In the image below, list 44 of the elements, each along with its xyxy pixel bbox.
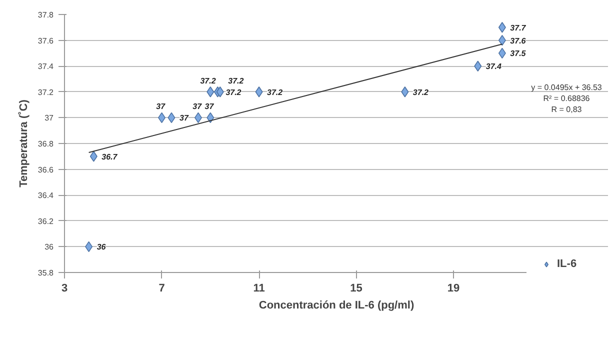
point <box>498 22 506 33</box>
x-tick-label: 15 <box>350 282 362 294</box>
x-tick-label: 19 <box>447 282 460 294</box>
x-axis-title: Concentración de IL-6 (pg/ml) <box>258 300 414 312</box>
y-tick-label: 37.8 <box>38 10 54 20</box>
data-label: 37 <box>192 102 202 112</box>
y-tick-label: 36.4 <box>38 191 54 200</box>
data-label: 37.5 <box>510 49 526 58</box>
y-tick-label: 35.8 <box>38 268 54 278</box>
legend-label: IL-6 <box>557 258 577 270</box>
point <box>474 60 482 72</box>
point <box>255 86 263 98</box>
point <box>90 151 98 162</box>
data-label: 37 <box>179 114 189 123</box>
y-tick-label: 37.2 <box>38 88 54 97</box>
data-label: 37.2 <box>412 88 430 97</box>
data-label: 37.2 <box>267 88 284 97</box>
data-label: 37.2 <box>226 88 242 97</box>
data-label: 37.4 <box>486 62 502 72</box>
point <box>206 86 214 98</box>
data-label: 37.6 <box>510 36 526 46</box>
y-tick-label: 36 <box>44 242 54 252</box>
y-tick-label: 36.6 <box>38 165 54 174</box>
y-tick-label: 36.2 <box>38 216 54 226</box>
text: R² = 0.68836 <box>543 94 590 103</box>
x-tick-label: 7 <box>158 282 165 294</box>
data-label: 37.7 <box>510 23 526 32</box>
y-tick-label: 37.6 <box>38 36 54 46</box>
point <box>216 86 224 98</box>
y-tick-label: 36.8 <box>38 140 54 148</box>
x-tick-label: 3 <box>61 282 68 294</box>
data-label: 36.7 <box>102 152 118 162</box>
point <box>401 86 409 98</box>
y-axis-title: Temperatura (˚C) <box>18 99 30 188</box>
x-tick-label: 11 <box>253 282 265 294</box>
data-label: 37.2 <box>228 76 244 86</box>
text: R = 0,83 <box>551 105 582 114</box>
data-label: 37.2 <box>200 76 216 86</box>
y-tick-label: 37.4 <box>38 62 54 72</box>
text: y = 0.0495x + 36.53 <box>531 83 602 92</box>
y-tick-label: 37 <box>44 114 54 123</box>
data-label: 36 <box>96 242 106 252</box>
data-label: 37 <box>156 102 166 112</box>
data-label: 37 <box>204 102 214 112</box>
